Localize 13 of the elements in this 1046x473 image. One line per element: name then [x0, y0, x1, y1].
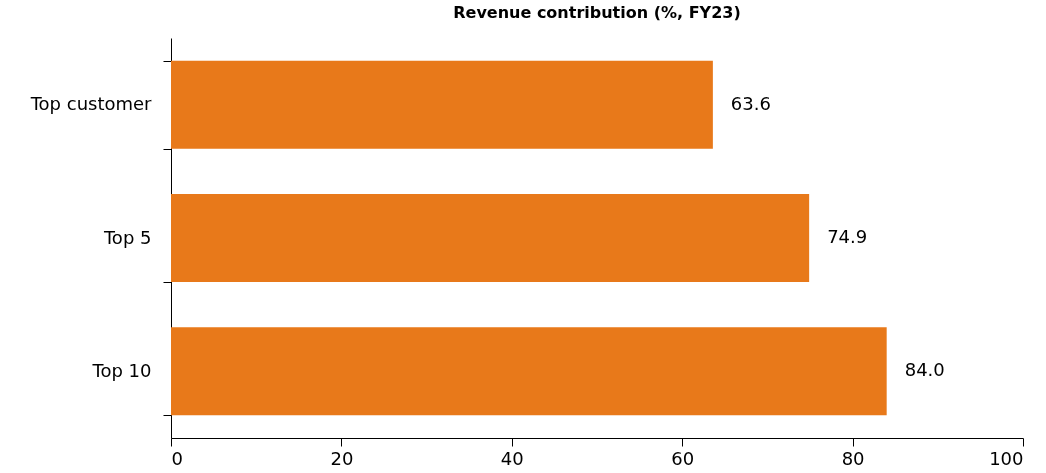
y-tick-label: Top customer — [29, 93, 153, 115]
x-tick-label: 80 — [841, 447, 865, 469]
y-tick-label: Top 10 — [91, 359, 152, 381]
data-label: 84.0 — [904, 359, 945, 381]
data-label: 74.9 — [827, 226, 868, 247]
chart-title: Revenue contribution (%, FY23) — [453, 3, 741, 22]
x-tick-label: 40 — [500, 447, 524, 469]
data-label: 63.6 — [730, 92, 771, 114]
x-tick-label: 100 — [989, 447, 1024, 469]
x-tick-label: 0 — [171, 447, 183, 469]
x-tick-label: 60 — [671, 447, 695, 469]
y-tick-label: Top 5 — [102, 226, 152, 248]
x-tick-label: 20 — [330, 447, 354, 469]
